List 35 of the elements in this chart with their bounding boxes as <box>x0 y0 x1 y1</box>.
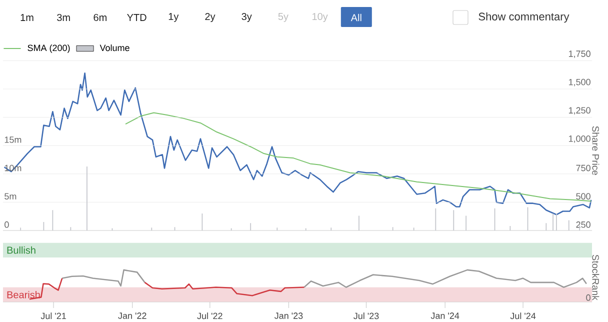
x-tick-label: Jul '24 <box>510 312 536 320</box>
text: YTD <box>127 14 146 21</box>
y-axis-title: Share Price <box>592 126 600 175</box>
x-tick-label: Jan '23 <box>274 312 303 319</box>
legend-label: Volume <box>100 44 130 52</box>
text: 3y <box>242 12 252 22</box>
y2-tick-label: 5m <box>4 193 16 200</box>
y2-tick-label: 15m <box>4 136 22 143</box>
y-tick-label: 1,750 <box>568 50 590 58</box>
y2-tick-label: 0 <box>4 221 9 228</box>
y-tick-label: 750 <box>576 164 590 172</box>
text: All <box>350 14 362 22</box>
y-tick-label: 1,250 <box>568 107 590 115</box>
text: 5y <box>278 13 288 22</box>
y-axis-title: StockRank <box>592 254 600 300</box>
y-tick-label: 250 <box>576 221 590 228</box>
text: 10y <box>312 12 328 22</box>
annotation: 0 <box>586 294 590 301</box>
x-tick-label: Jul '23 <box>354 312 379 320</box>
band-label: Bullish <box>7 246 36 254</box>
y-tick-label: 500 <box>576 193 590 200</box>
x-tick-label: Jul '22 <box>197 312 222 320</box>
text: Show commentary <box>478 12 570 23</box>
text: 2y <box>205 12 216 22</box>
text: 6m <box>94 14 106 22</box>
y-tick-label: 1,000 <box>568 135 590 143</box>
x-tick-label: Jan '24 <box>430 312 460 319</box>
legend-label: SMA (200) <box>28 44 70 53</box>
x-tick-label: Jan '22 <box>118 312 146 319</box>
text: 1y <box>168 13 179 22</box>
text: 3m <box>57 14 70 22</box>
x-tick-label: Jul '21 <box>40 312 66 320</box>
y-tick-label: 1,500 <box>568 78 590 86</box>
text: 1m <box>20 14 34 21</box>
band-label: Bearish <box>7 290 40 298</box>
